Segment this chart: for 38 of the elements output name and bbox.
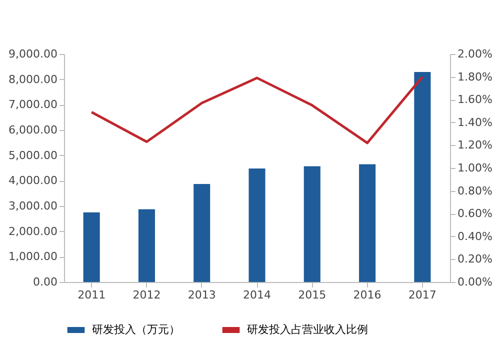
bar	[304, 166, 320, 282]
y2-tick-label: 0.00%	[458, 276, 492, 288]
y-tick-label: 6,000.00	[8, 124, 58, 136]
bar	[248, 168, 266, 282]
legend-label: 研发投入占营业收入比例	[247, 323, 368, 336]
y2-tick-label: 1.20%	[458, 138, 492, 152]
y2-tick-label: 1.80%	[458, 70, 492, 84]
bar	[138, 209, 155, 282]
y-tick-label: 1,000.00	[8, 250, 58, 264]
x-tick-label: 2015	[298, 288, 326, 302]
y-tick-label: 3,000.00	[8, 200, 58, 212]
x-tick-label: 2014	[243, 288, 271, 302]
y2-tick-label: 1.40%	[458, 116, 492, 129]
y-tick-label: 4,000.00	[8, 174, 58, 188]
y2-tick-label: 2.00%	[458, 48, 492, 60]
x-tick-label: 2016	[353, 288, 382, 302]
y-tick-label: 5,000.00	[8, 148, 58, 162]
x-tick-label: 2011	[78, 288, 106, 302]
bar	[414, 72, 431, 282]
x-tick-label: 2012	[132, 288, 161, 302]
y2-tick-label: 0.60%	[458, 207, 492, 220]
x-tick-label: 2013	[188, 288, 216, 302]
y2-tick-label: 1.00%	[458, 162, 492, 174]
bar	[83, 212, 100, 282]
y-tick-label: 9,000.00	[8, 48, 58, 60]
y-tick-label: 7,000.00	[8, 98, 58, 112]
y2-tick-label: 0.80%	[458, 184, 492, 198]
bar	[194, 184, 210, 282]
y2-tick-label: 0.40%	[458, 230, 492, 243]
line-series	[90, 76, 424, 144]
y-tick-label: 8,000.00	[8, 72, 58, 86]
y-tick-label: 0.00	[33, 276, 58, 288]
y2-tick-label: 1.60%	[458, 93, 492, 106]
x-tick-label: 2017	[408, 288, 436, 302]
legend-label: 研发投入（万元）	[92, 323, 180, 336]
bar	[359, 164, 376, 282]
y-tick-label: 2,000.00	[8, 224, 58, 238]
y2-tick-label: 0.20%	[458, 252, 492, 266]
